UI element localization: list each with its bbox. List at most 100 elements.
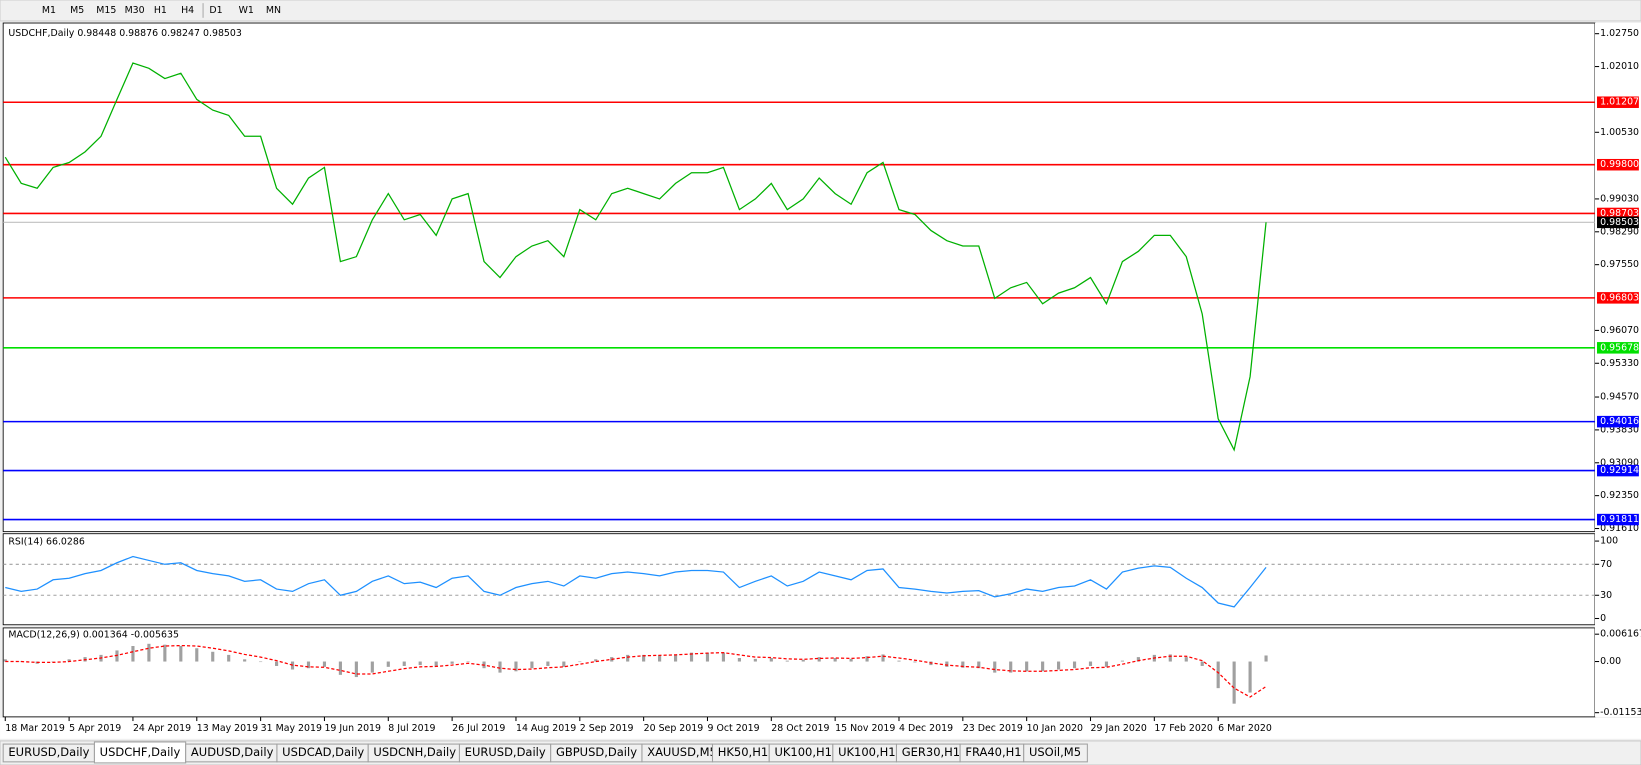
macd-bar [705, 652, 710, 662]
tab-label[interactable]: XAUUSD,M5 [647, 745, 717, 759]
macd-bar [945, 661, 949, 667]
macd-bar [259, 661, 263, 663]
macd-bar [737, 657, 741, 662]
macd-title: MACD(12,26,9) 0.001364 -0.005635 [8, 630, 179, 641]
macd-bar [881, 654, 885, 662]
tab-label[interactable]: UK100,H1 [838, 745, 896, 759]
level-label: 0.91811 [1600, 514, 1639, 525]
price-title: USDCHF,Daily 0.98448 0.98876 0.98247 0.9… [8, 28, 242, 39]
macd-bar [227, 654, 231, 662]
macd-bar [1009, 661, 1013, 673]
macd-bar [147, 643, 151, 662]
macd-bar [721, 652, 726, 662]
level-tag [1597, 415, 1639, 428]
macd-bar [753, 658, 757, 662]
tab-label[interactable]: GER30,H1 [902, 745, 960, 759]
level-label: 1.01207 [1600, 97, 1639, 108]
tab-label[interactable]: EURUSD,Daily [8, 745, 89, 759]
level-tag [1597, 96, 1639, 108]
tab-label[interactable]: GBPUSD,Daily [556, 745, 637, 759]
macd-bar [913, 661, 917, 663]
macd-bar [562, 661, 566, 667]
macd-bar [865, 656, 869, 662]
macd-bar [658, 655, 662, 662]
date-label: 9 Oct 2019 [707, 723, 759, 734]
date-label: 15 Nov 2019 [835, 723, 895, 734]
y-tick-label: 0.91610 [1600, 523, 1639, 534]
y-tick-label: 0.93830 [1600, 424, 1639, 435]
tab-label[interactable]: EURUSD,Daily [465, 745, 546, 759]
macd-bar [354, 661, 358, 678]
macd-bar [211, 651, 215, 662]
y-tick-label: 0.93090 [1600, 457, 1639, 468]
macd-bar [1216, 661, 1220, 689]
y-tick-label: 0.92350 [1600, 490, 1639, 501]
tab-label[interactable]: HK50,H1 [718, 745, 768, 759]
macd-bar [1184, 657, 1188, 662]
macd-bar [642, 654, 646, 662]
timeframe-button[interactable]: M5 [70, 5, 84, 16]
tab-label[interactable]: UK100,H1 [774, 745, 832, 759]
level-tag [1597, 207, 1639, 220]
timeframe-button[interactable]: H1 [154, 5, 167, 16]
tab-label[interactable]: AUDUSD,Daily [191, 745, 274, 759]
macd-bar [434, 661, 438, 667]
macd-bar [466, 661, 470, 663]
macd-bar [1088, 661, 1093, 666]
macd-bar [3, 659, 7, 662]
macd-bar [801, 659, 805, 662]
date-label: 26 Jul 2019 [452, 723, 505, 734]
rsi-title: RSI(14) 66.0286 [8, 537, 84, 548]
macd-bar [849, 658, 853, 662]
timeframe-button[interactable]: M1 [42, 5, 56, 16]
macd-bar [386, 661, 390, 667]
macd-bar [195, 648, 199, 662]
date-label: 2 Sep 2019 [580, 723, 634, 734]
macd-bar [418, 661, 422, 666]
macd-bar [1264, 655, 1268, 662]
date-axis [0, 717, 1641, 739]
timeframe-button[interactable]: D1 [209, 5, 222, 16]
level-label: 0.96803 [1600, 292, 1639, 303]
timeframe-button[interactable]: H4 [181, 5, 194, 16]
level-label: 0.99800 [1600, 159, 1639, 170]
macd-bar [1248, 661, 1252, 693]
date-label: 23 Dec 2019 [963, 723, 1023, 734]
timeframe-button[interactable]: MN [266, 5, 281, 16]
date-label: 29 Jan 2020 [1091, 723, 1147, 734]
tab-label[interactable]: USDCAD,Daily [282, 745, 364, 759]
current-price-tag [1597, 216, 1639, 229]
macd-bar [498, 661, 502, 673]
date-label: 6 Mar 2020 [1218, 723, 1272, 734]
y-tick-label: 0.99030 [1600, 193, 1639, 204]
macd-bar [243, 659, 247, 662]
tab-label[interactable]: USOil,M5 [1029, 745, 1081, 759]
timeframe-button[interactable]: W1 [239, 5, 254, 16]
macd-bar [450, 661, 454, 664]
level-label: 0.94016 [1600, 416, 1639, 427]
y-tick-label: 0.94570 [1600, 392, 1639, 403]
macd-bar [163, 644, 167, 662]
tab-label[interactable]: USDCNH,Daily [373, 745, 456, 759]
date-label: 18 Mar 2019 [5, 723, 65, 734]
macd-bar [1072, 661, 1077, 669]
y-tick-label: 70 [1600, 559, 1612, 570]
tab[interactable] [1023, 743, 1088, 763]
level-tag [1597, 513, 1639, 526]
tab-label[interactable]: USDCHF,Daily [100, 745, 181, 759]
timeframe-button[interactable]: M15 [96, 5, 116, 16]
date-label: 28 Oct 2019 [771, 723, 829, 734]
macd-bar [322, 661, 327, 667]
tab-label[interactable]: FRA40,H1 [965, 745, 1021, 759]
date-label: 8 Jul 2019 [388, 723, 435, 734]
macd-bar [1136, 657, 1140, 662]
y-tick-label: 100 [1600, 536, 1618, 547]
macd-signal-line [5, 644, 1267, 698]
macd-bar [1232, 661, 1236, 704]
price-line [4, 62, 1267, 452]
price-axis [1594, 23, 1641, 717]
timeframe-button[interactable]: M30 [125, 5, 145, 16]
macd-bar [306, 661, 311, 669]
macd-bar [1168, 654, 1172, 662]
